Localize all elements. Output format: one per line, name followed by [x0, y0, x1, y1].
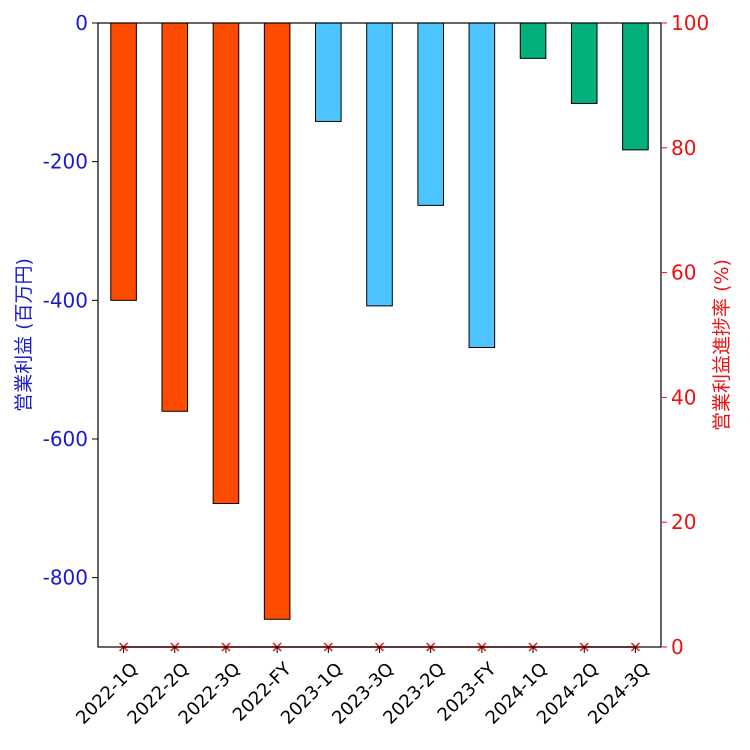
- y-axis-label-right: 営業利益進捗率 (%): [711, 259, 733, 431]
- bar-2022-3Q: [212, 22, 240, 504]
- y-tick-right-label: 80: [671, 136, 696, 160]
- bar-2022-1Q: [110, 22, 137, 301]
- bar-2024-1Q: [519, 22, 547, 59]
- bar-2023-1Q: [315, 22, 342, 122]
- y-tick-right-label: 20: [671, 510, 696, 534]
- y-tick-right-label: 60: [671, 261, 696, 285]
- y-tick-left-label: -800: [43, 566, 88, 590]
- bar-2022-FY: [263, 22, 291, 620]
- y-tick-left-label: -600: [43, 427, 88, 451]
- y-tick-right-label: 40: [671, 385, 696, 409]
- y-tick-right-label: 100: [671, 11, 709, 35]
- bar-2023-2Q: [417, 22, 444, 206]
- bar-2022-2Q: [161, 22, 189, 412]
- y-tick-left-label: 0: [75, 11, 88, 35]
- y-axis-label-left: 営業利益 (百万円): [13, 258, 35, 412]
- y-tick-left-label: -400: [43, 288, 88, 312]
- bar-2024-2Q: [570, 22, 598, 104]
- y-tick-right-label: 0: [671, 635, 684, 659]
- bar-2023-3Q: [366, 22, 393, 307]
- bars-group: [110, 22, 649, 620]
- y-tick-left-label: -200: [43, 150, 88, 174]
- bar-2023-FY: [468, 22, 496, 348]
- bar-2024-3Q: [622, 22, 649, 151]
